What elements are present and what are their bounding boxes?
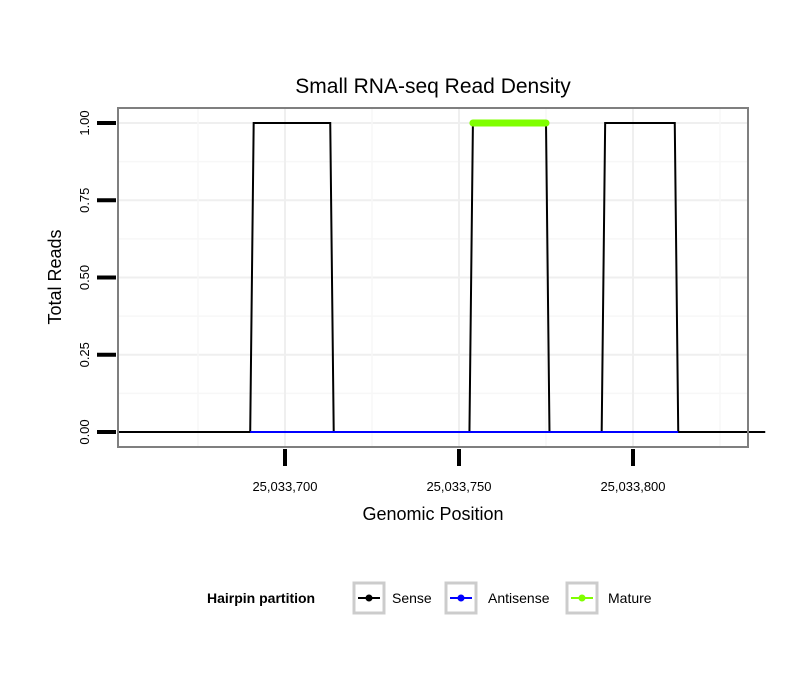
axes: 0.00 0.25 0.50 0.75 1.00 25,033,700 25,033,750… — [77, 110, 666, 494]
legend-key-point — [365, 594, 373, 602]
x-tick-label: 25,033,750 — [426, 479, 491, 494]
x-tick-label: 25,033,800 — [600, 479, 665, 494]
y-tick-label: 0.50 — [77, 265, 92, 290]
chart-title: Small RNA-seq Read Density — [295, 75, 571, 98]
grid — [118, 108, 748, 447]
legend-label-sense: Sense — [392, 590, 432, 606]
plot-panel-border — [117, 107, 749, 448]
y-tick-label: 1.00 — [77, 110, 92, 135]
series-layer — [117, 119, 766, 433]
y-tick-label: 0.00 — [77, 419, 92, 444]
legend: Hairpin partition Sense Antisense Mature — [207, 581, 652, 615]
y-tick-label: 0.75 — [77, 188, 92, 213]
x-axis-label: Genomic Position — [362, 504, 503, 524]
legend-label-mature: Mature — [608, 590, 652, 606]
legend-title: Hairpin partition — [207, 590, 315, 606]
legend-key-point — [578, 594, 586, 602]
legend-key-point — [457, 594, 465, 602]
y-tick-label: 0.25 — [77, 342, 92, 367]
x-tick-label: 25,033,700 — [252, 479, 317, 494]
y-axis-label: Total Reads — [45, 229, 65, 324]
legend-label-antisense: Antisense — [488, 590, 550, 606]
